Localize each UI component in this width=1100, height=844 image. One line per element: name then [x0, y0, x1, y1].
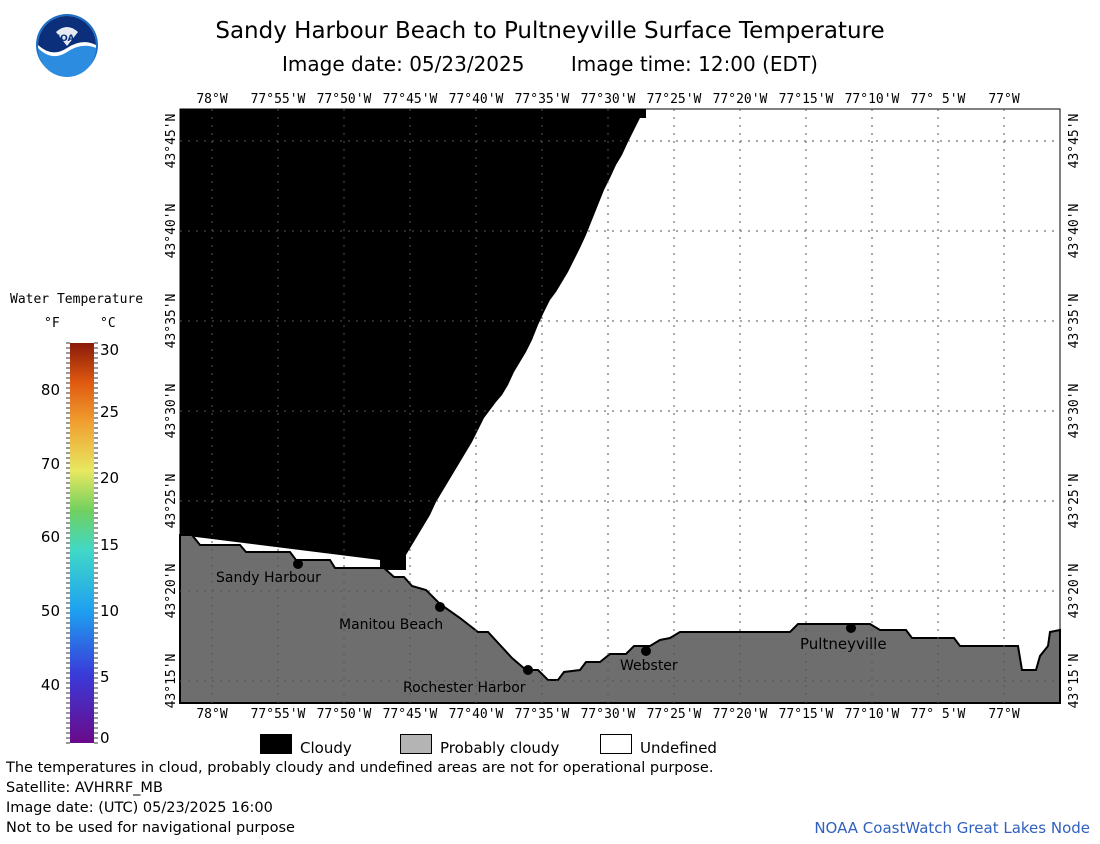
satellite-text: Satellite: AVHRRF_MB — [6, 780, 163, 796]
page-title: Sandy Harbour Beach to Pultneyville Surf… — [215, 18, 885, 44]
lat-label-right: 43°25'N — [1067, 473, 1082, 529]
lon-label-top: 77°35'W — [514, 92, 570, 107]
colorbar-c-tick: 5 — [100, 668, 110, 686]
place-label: Pultneyville — [800, 635, 887, 653]
place-marker — [846, 623, 856, 633]
lon-label-bottom: 77°55'W — [250, 707, 306, 722]
lon-label-top: 77°55'W — [250, 92, 306, 107]
legend-label-cloudy: Cloudy — [300, 739, 352, 757]
land-region — [179, 534, 1061, 704]
lon-label-top: 77°20'W — [712, 92, 768, 107]
lon-label-top: 77° 5'W — [910, 92, 966, 107]
legend-label-probably-cloudy: Probably cloudy — [440, 739, 560, 757]
lat-label-right: 43°30'N — [1067, 383, 1082, 439]
colorbar-c-tick: 20 — [100, 469, 120, 487]
place-label: Webster — [620, 658, 678, 674]
legend-swatch-probably-cloudy — [400, 734, 432, 754]
lat-label-left: 43°45'N — [164, 113, 179, 169]
lat-label-left: 43°15'N — [164, 653, 179, 709]
colorbar-c-tick: 30 — [100, 341, 120, 359]
lon-label-bottom: 77°20'W — [712, 707, 768, 722]
place-marker — [293, 559, 303, 569]
lon-label-top: 77°25'W — [646, 92, 702, 107]
colorbar-c-tick: 0 — [100, 729, 110, 747]
place-label: Manitou Beach — [339, 617, 444, 633]
lat-label-left: 43°35'N — [164, 293, 179, 349]
lon-label-bottom: 77°50'W — [316, 707, 372, 722]
place-marker — [523, 665, 533, 675]
colorbar-unit-f: °F — [44, 316, 60, 331]
lon-label-bottom: 77°10'W — [844, 707, 900, 722]
colorbar-f-tick: 80 — [40, 381, 60, 399]
lon-label-bottom: 78°W — [196, 707, 228, 722]
lon-label-top: 77°10'W — [844, 92, 900, 107]
colorbar-unit-c: °C — [100, 316, 116, 331]
colorbar-c-tick: 10 — [100, 602, 120, 620]
colorbar-f-tick: 50 — [40, 602, 60, 620]
utc-date-text: Image date: (UTC) 05/23/2025 16:00 — [6, 800, 273, 816]
lon-label-top: 77°45'W — [382, 92, 438, 107]
lon-label-top: 77°W — [988, 92, 1020, 107]
place-label: Rochester Harbor — [403, 680, 526, 696]
lon-label-bottom: 77° 5'W — [910, 707, 966, 722]
lon-label-bottom: 77°30'W — [580, 707, 636, 722]
lon-label-bottom: 77°35'W — [514, 707, 570, 722]
lon-label-bottom: 77°W — [988, 707, 1020, 722]
legend-swatch-undefined — [600, 734, 632, 754]
image-time: Image time: 12:00 (EDT) — [570, 52, 818, 76]
colorbar-f-tick: 60 — [40, 528, 60, 546]
legend-label-undefined: Undefined — [640, 739, 717, 757]
lon-label-bottom: 77°15'W — [778, 707, 834, 722]
lon-label-bottom: 77°45'W — [382, 707, 438, 722]
lat-label-left: 43°20'N — [164, 563, 179, 619]
colorbar-f-tick: 40 — [40, 676, 60, 694]
lat-label-right: 43°15'N — [1067, 653, 1082, 709]
lon-label-bottom: 77°40'W — [448, 707, 504, 722]
disclaimer-text: The temperatures in cloud, probably clou… — [6, 760, 714, 776]
colorbar-c-tick: 25 — [100, 403, 120, 421]
place-label: Sandy Harbour — [216, 570, 321, 586]
colorbar-f-tick: 70 — [40, 455, 60, 473]
legend: Cloudy Probably cloudy Undefined — [260, 734, 780, 758]
credit-text: NOAA CoastWatch Great Lakes Node — [814, 819, 1090, 837]
colorbar-c-tick: 15 — [100, 536, 120, 554]
colorbar — [66, 342, 98, 744]
lon-label-top: 78°W — [196, 92, 228, 107]
lon-label-top: 77°40'W — [448, 92, 504, 107]
lon-label-bottom: 77°25'W — [646, 707, 702, 722]
colorbar-title: Water Temperature — [10, 292, 144, 307]
lat-label-right: 43°20'N — [1067, 563, 1082, 619]
lon-label-top: 77°15'W — [778, 92, 834, 107]
place-marker — [641, 646, 651, 656]
lat-label-right: 43°35'N — [1067, 293, 1082, 349]
place-marker — [435, 602, 445, 612]
image-subtitle: Image date: 05/23/2025 Image time: 12:00… — [0, 52, 1100, 76]
noaa-logo: NOAA — [34, 12, 100, 78]
cloud-region — [180, 109, 646, 570]
lon-label-top: 77°30'W — [580, 92, 636, 107]
lat-label-right: 43°40'N — [1067, 203, 1082, 259]
legend-swatch-cloudy — [260, 734, 292, 754]
image-date: Image date: 05/23/2025 — [282, 52, 525, 76]
lat-label-right: 43°45'N — [1067, 113, 1082, 169]
lat-label-left: 43°40'N — [164, 203, 179, 259]
navigation-warning: Not to be used for navigational purpose — [6, 820, 295, 836]
lat-label-left: 43°25'N — [164, 473, 179, 529]
logo-text: NOAA — [52, 34, 82, 44]
lon-label-top: 77°50'W — [316, 92, 372, 107]
lat-label-left: 43°30'N — [164, 383, 179, 439]
